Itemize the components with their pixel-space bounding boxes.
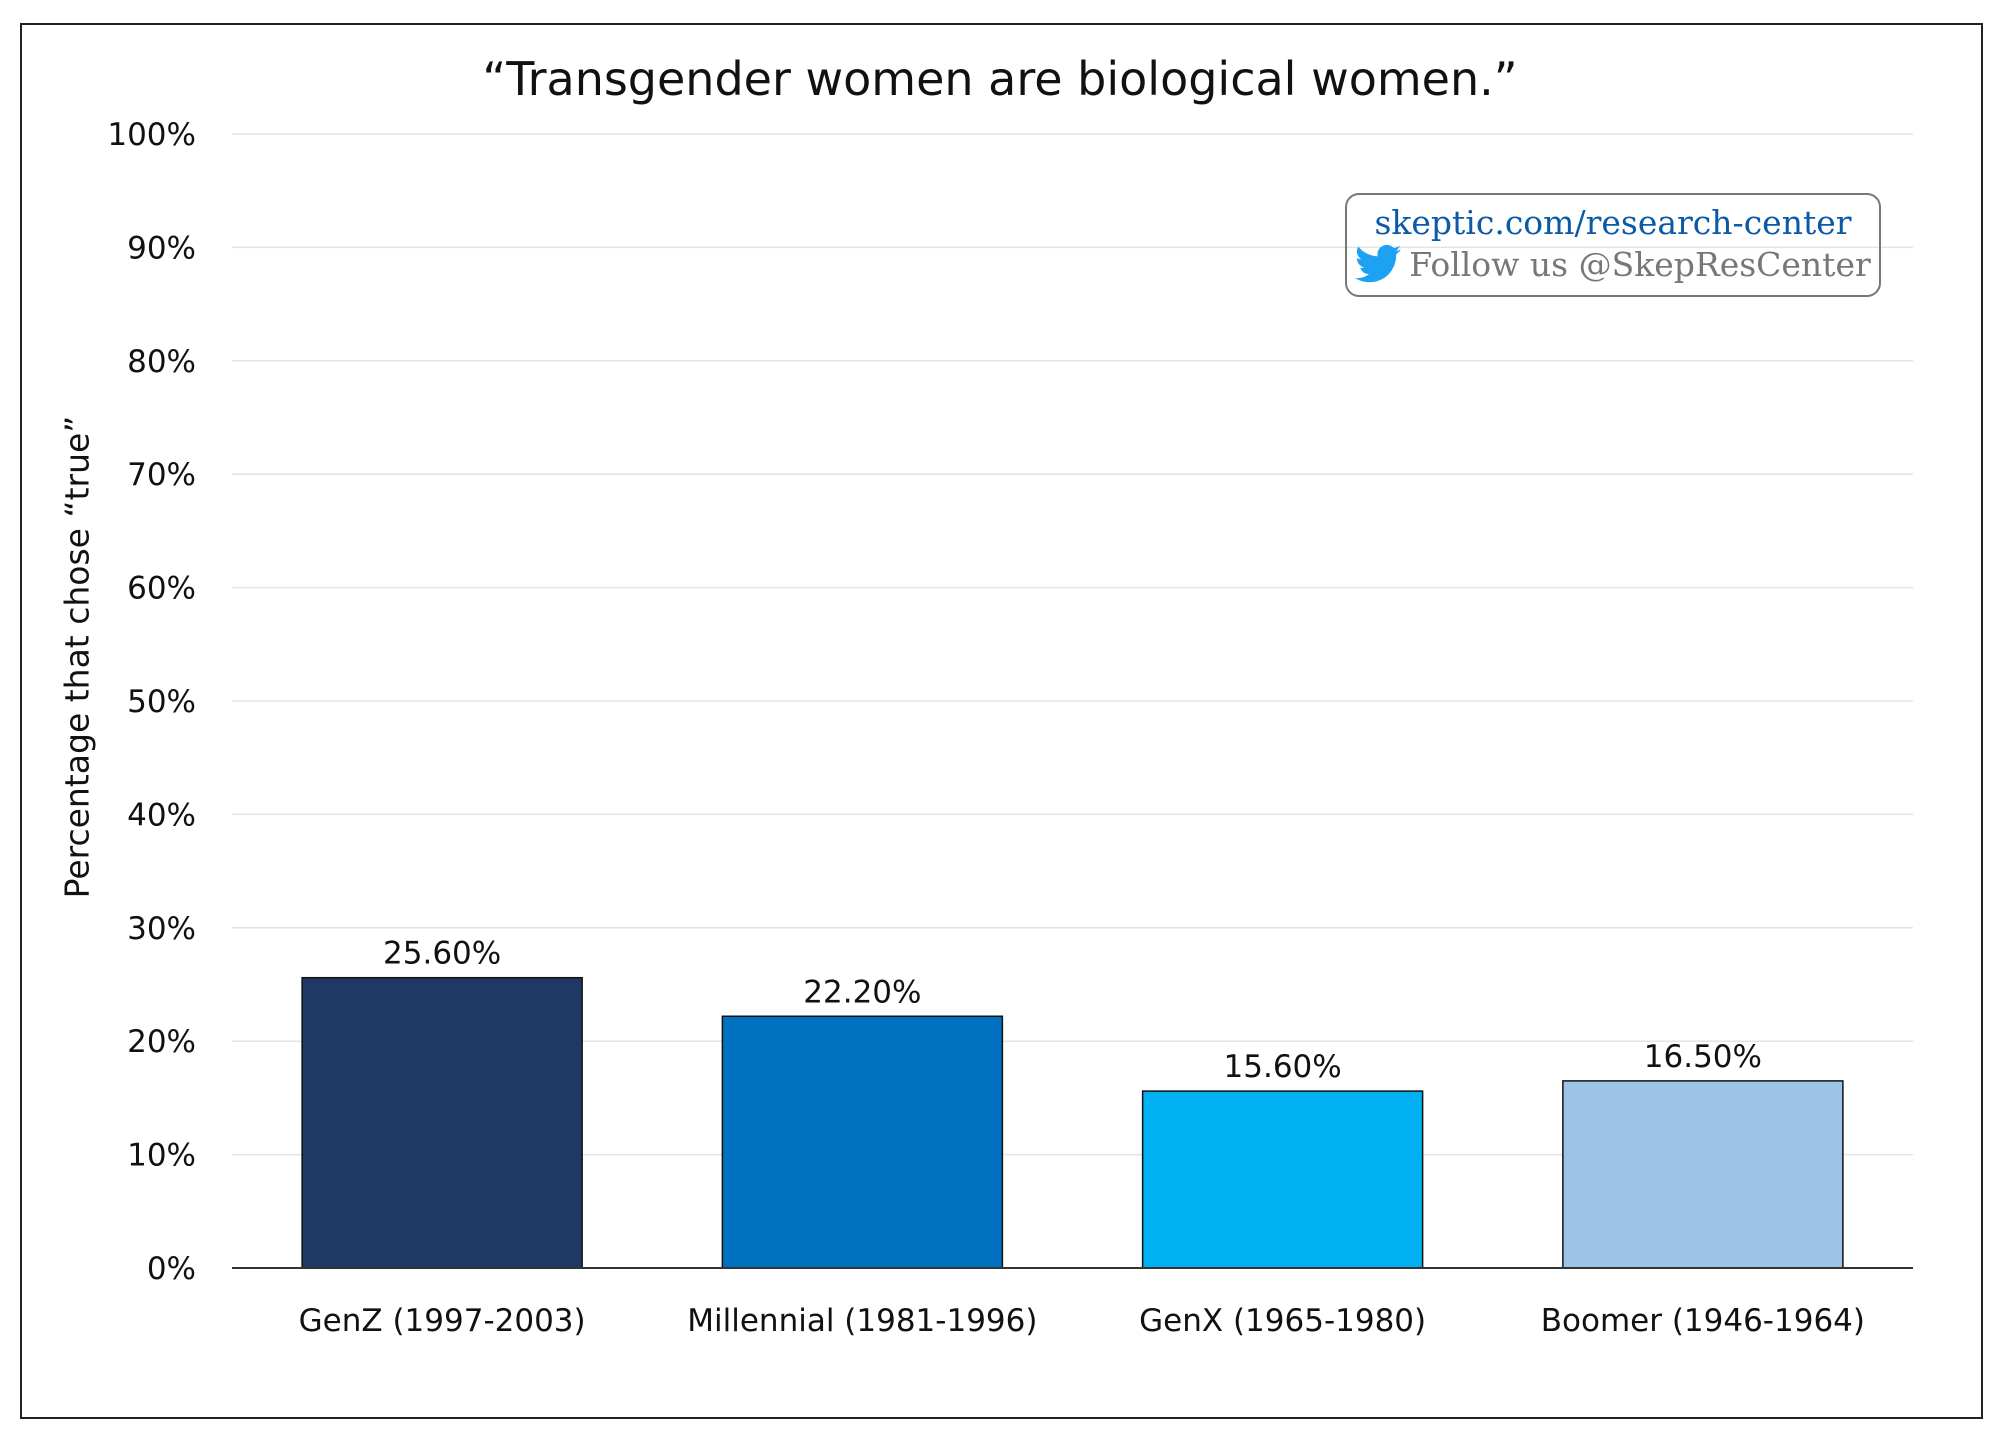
y-tick-label: 90%: [127, 230, 196, 266]
bar: [301, 976, 583, 1269]
y-tick-label: 20%: [127, 1024, 196, 1060]
bar: [1141, 1090, 1424, 1269]
y-tick-label: 70%: [127, 457, 196, 493]
x-tick-label: Boomer (1946-1964): [1541, 1303, 1865, 1339]
y-tick-label: 10%: [127, 1138, 196, 1174]
follow-line: Follow us @SkepResCenter: [1347, 244, 1879, 284]
y-tick-label: 30%: [127, 911, 196, 947]
bar: [721, 1015, 1004, 1269]
data-label: 16.50%: [1644, 1039, 1762, 1075]
x-tick-label: Millennial (1981-1996): [687, 1303, 1037, 1339]
y-tick-label: 40%: [127, 797, 196, 833]
y-tick-label: 50%: [127, 684, 196, 720]
twitter-bird-icon: [1355, 244, 1402, 283]
x-tick-label: GenZ (1997-2003): [299, 1303, 586, 1339]
website-link[interactable]: skeptic.com/research-center: [1374, 203, 1852, 242]
data-label: 15.60%: [1224, 1049, 1342, 1085]
data-label: 22.20%: [803, 974, 921, 1010]
watermark-badge: skeptic.com/research-center Follow us @S…: [1345, 193, 1881, 297]
follow-text[interactable]: Follow us @SkepResCenter: [1409, 244, 1871, 284]
y-tick-label: 80%: [127, 344, 196, 380]
y-tick-label: 60%: [127, 571, 196, 607]
y-tick-label: 100%: [107, 117, 196, 153]
y-tick-label: 0%: [147, 1251, 196, 1287]
chart-title: “Transgender women are biological women.…: [482, 52, 1518, 106]
data-label: 25.60%: [383, 936, 501, 972]
x-tick-label: GenX (1965-1980): [1139, 1303, 1426, 1339]
chart-frame: [20, 23, 1983, 1419]
bar: [1562, 1080, 1844, 1269]
